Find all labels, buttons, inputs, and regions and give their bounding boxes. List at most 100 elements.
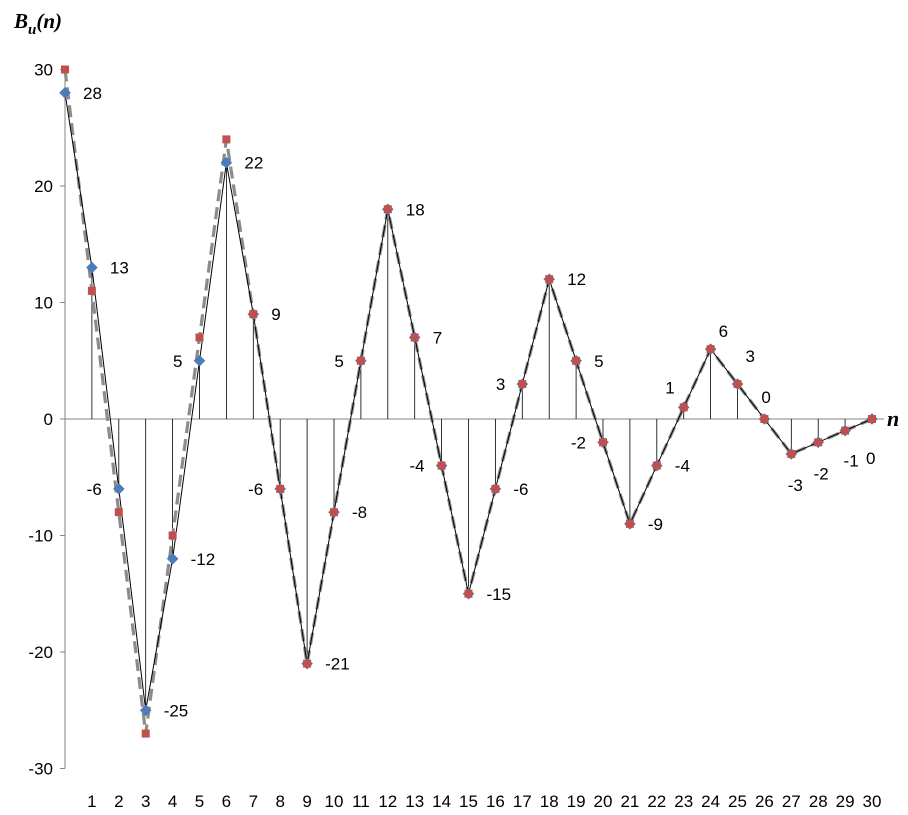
data-label: -25 xyxy=(164,701,189,720)
data-labels: 2813-6-25-125229-6-21-85187-4-15-63125-2… xyxy=(83,84,875,720)
y-axis-title: Bu(n) xyxy=(13,9,62,38)
data-label: -1 xyxy=(844,452,859,471)
series-2-square-marker xyxy=(249,310,258,319)
data-label: 5 xyxy=(594,352,603,371)
x-tick-label: 19 xyxy=(567,792,586,811)
x-tick-label: 21 xyxy=(620,792,639,811)
x-tick-label: 9 xyxy=(302,792,311,811)
series-2-square-marker xyxy=(733,380,742,389)
series-2-square-marker xyxy=(545,275,554,284)
x-tick-label: 2 xyxy=(114,792,123,811)
series-2-square-marker xyxy=(437,461,446,470)
series-2-square-marker xyxy=(141,729,150,738)
axes xyxy=(60,69,884,769)
data-label: 5 xyxy=(334,352,343,371)
data-label: 7 xyxy=(433,328,442,347)
series-2-square-marker xyxy=(491,484,500,493)
data-label: 18 xyxy=(406,200,425,219)
data-label: -2 xyxy=(814,464,829,483)
data-label: 6 xyxy=(719,322,728,341)
data-label: 1 xyxy=(665,378,674,397)
x-tick-label: 24 xyxy=(701,792,720,811)
series-2-square-marker xyxy=(760,415,769,423)
series-2-square-marker xyxy=(114,508,123,517)
y-tick-label: -30 xyxy=(28,760,53,779)
data-label: 5 xyxy=(173,352,182,371)
data-label: 3 xyxy=(496,375,505,394)
data-label: -9 xyxy=(648,515,663,534)
data-label: -6 xyxy=(513,480,528,499)
x-tick-label: 23 xyxy=(674,792,693,811)
series-2-square-marker xyxy=(572,356,581,365)
data-label: 13 xyxy=(110,259,129,278)
data-label: 28 xyxy=(83,84,102,103)
data-label: -6 xyxy=(248,480,263,499)
data-label: -8 xyxy=(352,503,367,522)
series-1-diamond-marker xyxy=(139,704,152,717)
x-axis-title: n xyxy=(887,406,899,431)
data-label: -2 xyxy=(571,433,586,452)
x-tick-label: 3 xyxy=(141,792,150,811)
x-tick-label: 17 xyxy=(513,792,532,811)
series-2-square-marker xyxy=(410,333,419,342)
series-1-diamond-marker xyxy=(193,354,206,367)
x-tick-label: 25 xyxy=(728,792,747,811)
series-lines xyxy=(63,69,873,734)
x-tick-label: 10 xyxy=(325,792,344,811)
x-tick-label: 27 xyxy=(782,792,801,811)
series-2-square-marker xyxy=(330,508,338,517)
y-tick-label: -20 xyxy=(28,643,53,662)
series-2-square-marker xyxy=(276,484,285,493)
data-label: -21 xyxy=(325,655,350,674)
y-tick-label: 30 xyxy=(34,61,53,80)
series-1-line xyxy=(64,92,873,711)
series-1-diamond-marker xyxy=(220,156,233,169)
data-label: 0 xyxy=(761,388,770,407)
data-label: 0 xyxy=(866,449,875,468)
series-2-square-marker xyxy=(195,333,204,342)
data-label: 12 xyxy=(567,270,586,289)
x-tick-label: 1 xyxy=(87,792,96,811)
series-2-square-marker xyxy=(303,659,312,668)
series-1-diamond-marker xyxy=(112,483,125,495)
y-tick-label: -10 xyxy=(28,527,53,546)
series-2-square-marker xyxy=(87,286,96,295)
data-label: -15 xyxy=(487,585,512,604)
x-tick-label: 6 xyxy=(222,792,231,811)
markers xyxy=(59,65,878,738)
series-2-square-marker xyxy=(61,65,69,74)
y-axis-title-main: B xyxy=(13,9,28,33)
series-2-square-marker xyxy=(868,415,876,423)
x-tick-label: 12 xyxy=(378,792,397,811)
series-2-square-marker xyxy=(356,356,365,365)
data-label: -6 xyxy=(87,480,102,499)
x-tick-label: 28 xyxy=(809,792,828,811)
y-axis-title-tail: (n) xyxy=(36,9,62,33)
series-2-square-marker xyxy=(787,449,796,458)
y-axis-title-sub: u xyxy=(28,22,36,38)
series-2-square-marker xyxy=(652,461,661,470)
x-tick-label: 15 xyxy=(459,792,478,811)
series-2-square-marker xyxy=(464,589,473,598)
data-label: -3 xyxy=(788,476,803,495)
series-2-square-marker xyxy=(814,438,823,447)
series-1-diamond-marker xyxy=(59,86,71,99)
x-tick-label: 16 xyxy=(486,792,505,811)
x-tick-label: 14 xyxy=(432,792,451,811)
x-tick-label: 30 xyxy=(863,792,882,811)
x-tick-label: 8 xyxy=(275,792,284,811)
data-label: -4 xyxy=(675,457,690,476)
x-tick-label: 11 xyxy=(352,792,370,811)
series-2-square-marker xyxy=(168,531,177,540)
series-1-diamond-marker xyxy=(86,261,98,274)
x-tick-label: 26 xyxy=(755,792,774,811)
stem-lines xyxy=(91,162,846,711)
series-2-square-marker xyxy=(679,403,688,412)
y-tick-label: 20 xyxy=(34,177,53,196)
y-tick-label: 10 xyxy=(34,294,53,313)
series-2-square-marker xyxy=(625,519,634,528)
x-tick-label: 18 xyxy=(540,792,559,811)
series-2-square-marker xyxy=(383,205,392,214)
